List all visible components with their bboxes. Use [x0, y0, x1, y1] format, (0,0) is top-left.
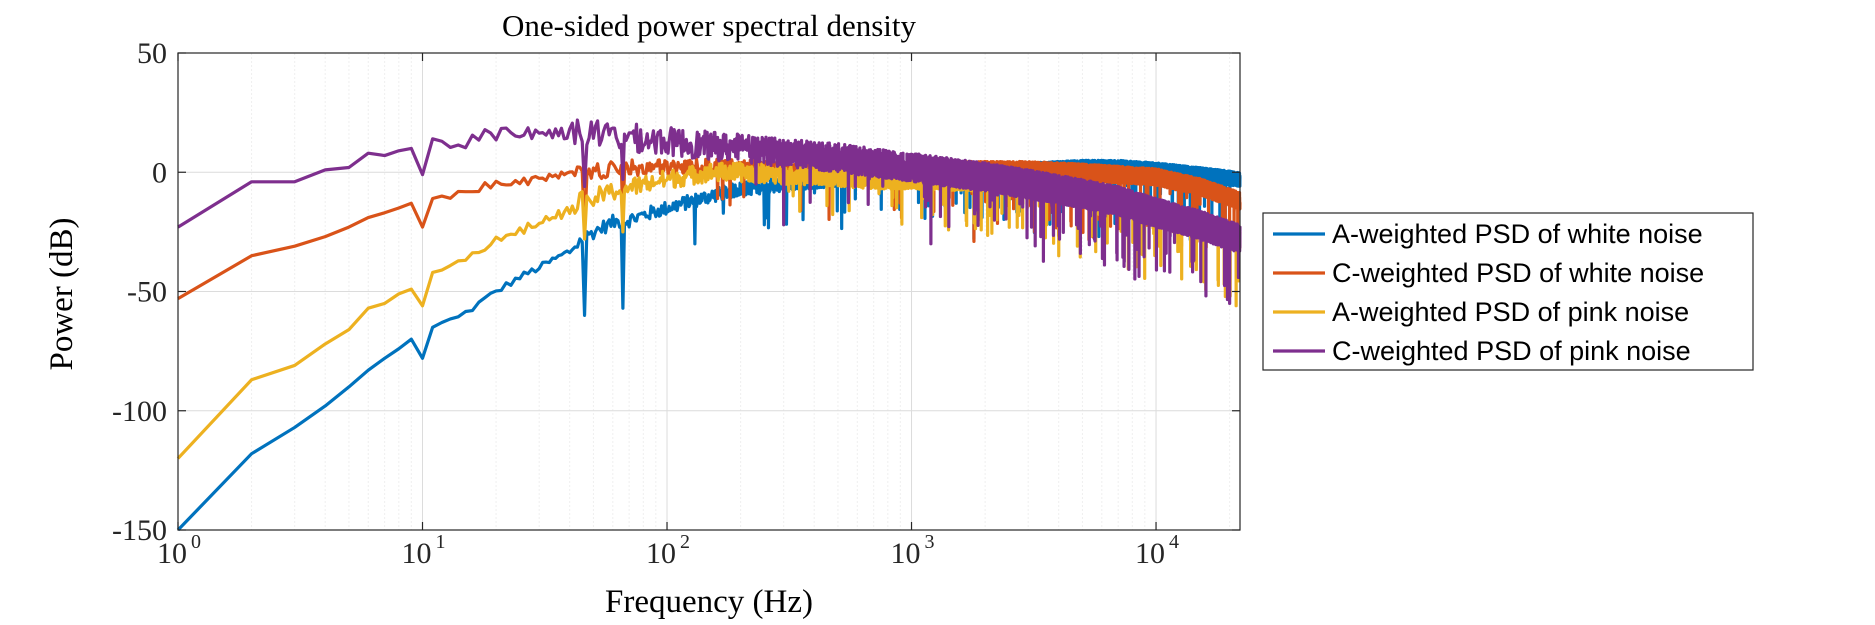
legend-box [1262, 212, 1754, 371]
x-axis-label: Frequency (Hz) [605, 584, 813, 620]
grid-lines [177, 52, 1240, 531]
x-tick-label: 10 [402, 537, 432, 570]
x-tick-label: 10 [157, 537, 187, 570]
y-axis-label: Power (dB) [44, 217, 80, 370]
x-tick-label: 10 [891, 537, 921, 570]
y-tick-label: -50 [127, 276, 167, 309]
series-line-4 [177, 118, 1242, 306]
legend-label: A-weighted PSD of pink noise [1332, 297, 1689, 327]
x-tick-label: 10 [646, 537, 676, 570]
legend-label: C-weighted PSD of white noise [1332, 258, 1704, 288]
plot-area [176, 118, 1242, 532]
x-tick-exponent: 4 [1169, 531, 1179, 553]
x-tick-exponent: 1 [436, 531, 446, 553]
legend: A-weighted PSD of white noise C-weighted … [1262, 212, 1754, 371]
x-tick-label: 10 [1135, 537, 1165, 570]
legend-label: A-weighted PSD of white noise [1332, 219, 1703, 249]
y-tick-label: -150 [112, 514, 167, 547]
y-tick-label: -100 [112, 395, 167, 428]
x-tick-exponent: 3 [925, 531, 935, 553]
legend-label: C-weighted PSD of pink noise [1332, 336, 1691, 366]
y-tick-label: 0 [152, 156, 167, 189]
x-tick-exponent: 0 [191, 531, 201, 553]
x-tick-exponent: 2 [680, 531, 690, 553]
y-tick-label: 50 [137, 37, 167, 70]
chart-title: One-sided power spectral density [502, 8, 917, 43]
